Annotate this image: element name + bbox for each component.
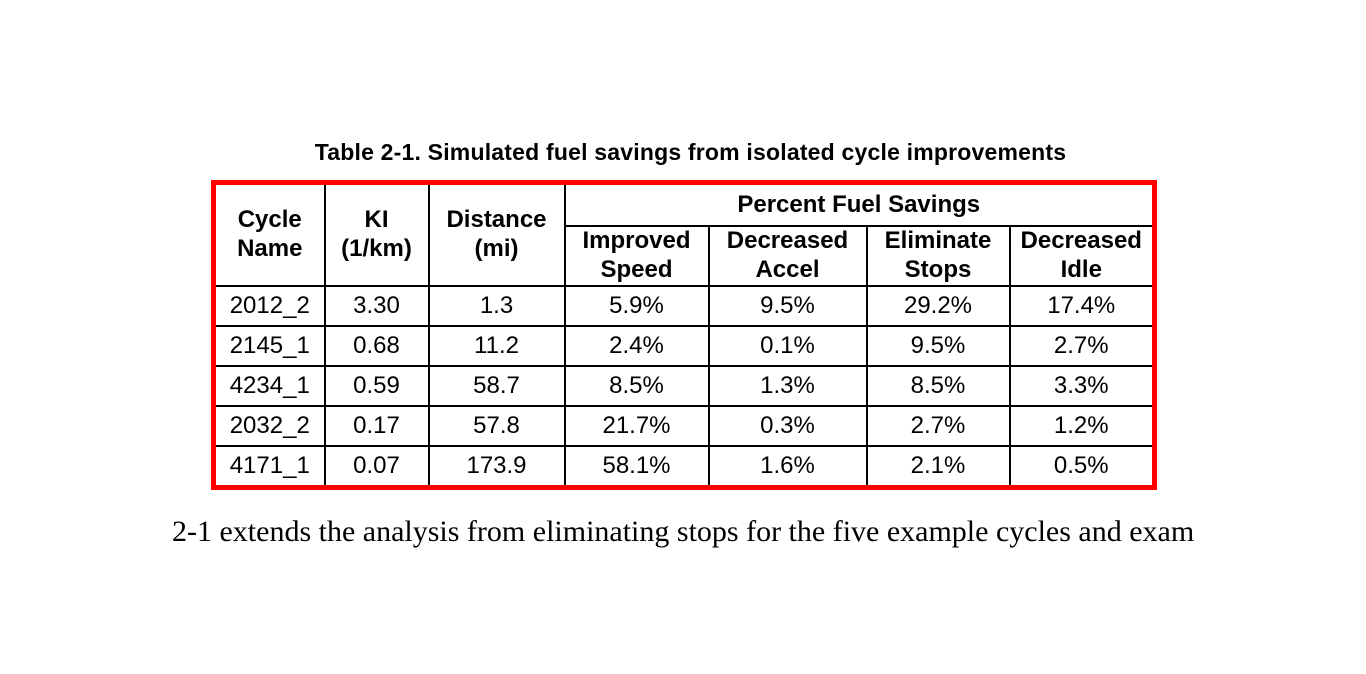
cell-eliminate-stops: 9.5%: [865, 325, 1011, 367]
cell-decreased-idle: 2.7%: [1008, 325, 1156, 367]
cell-distance: 1.3: [427, 285, 566, 327]
table-row: 2145_1 0.68 11.2 2.4% 0.1% 9.5% 2.7%: [212, 325, 1156, 367]
cell-improved-speed: 5.9%: [563, 285, 710, 327]
cell-ki: 0.17: [323, 405, 430, 447]
header-ki: KI (1/km): [323, 181, 430, 287]
body-text-line: 2-1 extends the analysis from eliminatin…: [172, 515, 1195, 548]
fuel-savings-table: Cycle Name KI (1/km) Distance (mi) Perce…: [211, 180, 1157, 490]
cell-decreased-idle: 0.5%: [1008, 445, 1156, 489]
cell-improved-speed: 8.5%: [563, 365, 710, 407]
cell-decreased-accel: 0.3%: [707, 405, 868, 447]
cell-eliminate-stops: 29.2%: [865, 285, 1011, 327]
header-decreased-accel: Decreased Accel: [707, 225, 868, 287]
table-row: 2032_2 0.17 57.8 21.7% 0.3% 2.7% 1.2%: [212, 405, 1156, 447]
cell-ki: 0.59: [323, 365, 430, 407]
cell-decreased-idle: 1.2%: [1008, 405, 1156, 447]
cell-improved-speed: 58.1%: [563, 445, 710, 489]
header-decreased-idle: Decreased Idle: [1008, 225, 1156, 287]
cell-ki: 0.68: [323, 325, 430, 367]
cell-decreased-idle: 17.4%: [1008, 285, 1156, 327]
cell-cycle-name: 4171_1: [212, 445, 326, 489]
header-row-group: Cycle Name KI (1/km) Distance (mi) Perce…: [212, 181, 1156, 287]
header-cycle-name: Cycle Name: [212, 181, 326, 287]
cell-eliminate-stops: 2.7%: [865, 405, 1011, 447]
table-row: 4234_1 0.59 58.7 8.5% 1.3% 8.5% 3.3%: [212, 365, 1156, 407]
header-improved-speed: Improved Speed: [563, 225, 710, 287]
cell-decreased-accel: 9.5%: [707, 285, 868, 327]
table-row: 4171_1 0.07 173.9 58.1% 1.6% 2.1% 0.5%: [212, 445, 1156, 489]
header-distance: Distance (mi): [427, 181, 566, 287]
header-percent-fuel-savings: Percent Fuel Savings: [563, 181, 1156, 227]
cell-decreased-accel: 0.1%: [707, 325, 868, 367]
cell-decreased-accel: 1.3%: [707, 365, 868, 407]
header-eliminate-stops: Eliminate Stops: [865, 225, 1011, 287]
cell-cycle-name: 4234_1: [212, 365, 326, 407]
cell-ki: 3.30: [323, 285, 430, 327]
cell-distance: 173.9: [427, 445, 566, 489]
cell-cycle-name: 2012_2: [212, 285, 326, 327]
table-caption: Table 2-1. Simulated fuel savings from i…: [314, 139, 1067, 165]
table-row: 2012_2 3.30 1.3 5.9% 9.5% 29.2% 17.4%: [212, 285, 1156, 327]
header-row-sub: Improved Speed Decreased Accel Eliminate…: [214, 225, 1156, 287]
cell-improved-speed: 2.4%: [563, 325, 710, 367]
cell-eliminate-stops: 2.1%: [865, 445, 1011, 489]
cell-improved-speed: 21.7%: [563, 405, 710, 447]
cell-ki: 0.07: [323, 445, 430, 489]
cell-decreased-accel: 1.6%: [707, 445, 868, 489]
cell-distance: 58.7: [427, 365, 566, 407]
cell-distance: 57.8: [427, 405, 566, 447]
cell-cycle-name: 2032_2: [212, 405, 326, 447]
cell-decreased-idle: 3.3%: [1008, 365, 1156, 407]
cell-cycle-name: 2145_1: [212, 325, 326, 367]
cell-eliminate-stops: 8.5%: [865, 365, 1011, 407]
cell-distance: 11.2: [427, 325, 566, 367]
